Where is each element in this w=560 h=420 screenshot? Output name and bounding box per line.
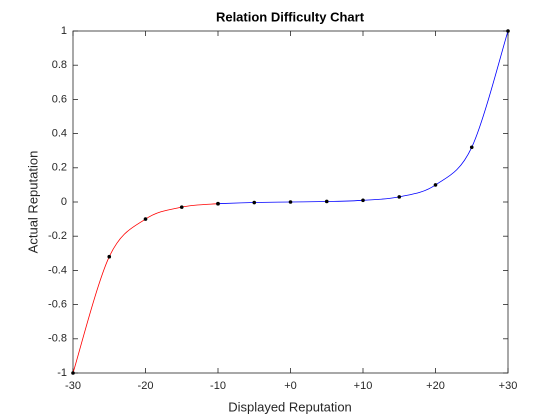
y-tick-label: 0.2 [52, 162, 67, 174]
y-tick-label: 0.8 [52, 59, 67, 71]
data-point [324, 199, 329, 204]
x-tick-label: -20 [138, 380, 154, 392]
data-point [107, 254, 112, 259]
data-point [433, 183, 438, 187]
y-tick-label: 0.6 [52, 93, 67, 105]
data-point [469, 145, 474, 150]
x-tick-label: -30 [65, 380, 81, 392]
series-line [72, 203, 219, 374]
x-tick-label: -10 [210, 380, 226, 392]
y-tick-label: -0.2 [48, 230, 67, 242]
data-point [143, 217, 148, 221]
data-point [252, 200, 257, 205]
x-tick-label: +0 [284, 380, 297, 392]
y-tick-label: -1 [57, 367, 67, 379]
data-point [71, 371, 75, 375]
chart-title: Relation Difficulty Chart [216, 9, 365, 24]
data-point [288, 200, 293, 204]
data-point [216, 201, 220, 206]
y-tick-label: 0 [61, 196, 67, 208]
data-point [397, 195, 402, 199]
x-tick-label: +20 [426, 380, 445, 392]
y-tick-label: -0.4 [48, 264, 67, 276]
y-axis-label: Actual Reputation [25, 151, 40, 254]
x-tick-label: +10 [354, 380, 373, 392]
x-tick-label: +30 [499, 380, 518, 392]
y-tick-label: -0.8 [48, 333, 67, 345]
data-point [361, 198, 365, 203]
data-point [506, 29, 510, 33]
y-tick-label: 0.4 [52, 128, 67, 140]
x-axis-label: Displayed Reputation [228, 399, 352, 414]
data-point [179, 205, 184, 209]
y-tick-label: 1 [61, 25, 67, 37]
y-tick-label: -0.6 [48, 299, 67, 311]
